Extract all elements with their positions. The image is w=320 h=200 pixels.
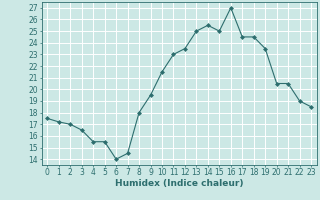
X-axis label: Humidex (Indice chaleur): Humidex (Indice chaleur) bbox=[115, 179, 244, 188]
